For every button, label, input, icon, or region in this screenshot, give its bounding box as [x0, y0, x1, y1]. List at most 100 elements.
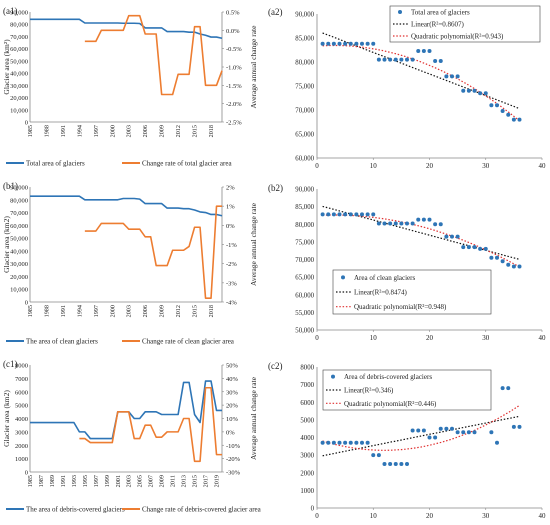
- y-tick-label: 3000: [15, 429, 28, 436]
- quadratic-fit-line: [322, 44, 520, 122]
- x-tick-label: 1987: [38, 475, 45, 487]
- y-tick-label: 1000: [300, 488, 314, 495]
- x-tick-label: 2015: [192, 305, 199, 317]
- data-point: [483, 246, 488, 251]
- y2-tick-label: -3%: [226, 280, 237, 287]
- data-point: [365, 440, 370, 445]
- y-tick-label: 4000: [300, 435, 314, 442]
- y-tick-label: 2000: [15, 443, 28, 450]
- y-tick-label: 30,000: [10, 261, 28, 268]
- data-point: [461, 430, 466, 435]
- y-tick-label: 40,000: [10, 248, 28, 255]
- y-tick-label: 70,000: [295, 257, 314, 264]
- x-tick-label: 2001: [115, 475, 122, 487]
- y2-tick-label: -0.5%: [226, 46, 242, 53]
- x-tick-label: 1997: [93, 475, 100, 487]
- data-point: [455, 234, 460, 239]
- x-tick-label: 20: [426, 334, 434, 342]
- data-point: [405, 461, 409, 466]
- y-tick-label: 65,000: [295, 275, 314, 282]
- data-point: [511, 424, 516, 429]
- y2-tick-label: 1%: [226, 204, 235, 211]
- data-point: [365, 41, 370, 46]
- x-tick-label: 1993: [71, 475, 78, 487]
- x-tick-label: 2006: [142, 125, 149, 137]
- y2-tick-label: 0%: [226, 429, 235, 436]
- data-point: [433, 222, 438, 227]
- y2-tick-label: 20%: [226, 403, 239, 410]
- legend-label: Quadratic polynomial(R²=0.943): [411, 33, 504, 41]
- x-tick-label: 1989: [49, 475, 56, 487]
- data-point: [416, 428, 421, 433]
- legend-marker: [398, 10, 402, 14]
- data-point: [360, 41, 364, 46]
- panel-label: (b2): [268, 183, 283, 193]
- data-point: [416, 217, 421, 222]
- quadratic-fit-line: [322, 404, 520, 451]
- data-point: [348, 212, 353, 217]
- data-point: [466, 88, 471, 93]
- data-point: [393, 221, 398, 226]
- x-tick-label: 1994: [76, 125, 83, 137]
- legend-label: Linear(R²=0.346): [344, 387, 394, 395]
- data-point: [416, 48, 421, 53]
- data-point: [360, 440, 364, 445]
- y2-tick-label: 50%: [226, 363, 239, 370]
- y2-axis-title: Average annual change rate: [249, 25, 258, 109]
- y2-tick-label: -2.5%: [226, 120, 242, 127]
- y-tick-label: 20,000: [10, 274, 28, 281]
- data-point: [506, 112, 511, 117]
- quadratic-fit-line: [322, 214, 520, 268]
- data-point: [489, 430, 494, 435]
- y-axis-title: Glacier area (km2): [2, 216, 11, 273]
- y2-tick-label: -10%: [226, 443, 241, 450]
- x-tick-label: 2012: [175, 125, 182, 137]
- y-tick-label: 1000: [15, 456, 28, 463]
- data-point: [438, 426, 443, 431]
- y-tick-label: 75,000: [295, 84, 314, 91]
- x-tick-label: 2012: [175, 305, 182, 317]
- y-tick-label: 10,000: [10, 287, 28, 294]
- y-tick-label: 10,000: [10, 107, 28, 114]
- legend-label: Area of debris-covered glaciers: [344, 373, 432, 381]
- data-point: [405, 57, 409, 62]
- data-point: [444, 234, 449, 239]
- x-tick-label: 10: [370, 334, 378, 342]
- x-tick-label: 1985: [27, 475, 34, 487]
- legend-box: [322, 369, 492, 411]
- y-tick-label: 80,000: [295, 222, 314, 229]
- data-point: [337, 440, 342, 445]
- data-point: [371, 212, 376, 217]
- y-tick-label: 3000: [300, 453, 314, 460]
- data-point: [320, 212, 325, 217]
- x-tick-label: 2015: [192, 475, 199, 487]
- legend-marker: [331, 374, 335, 379]
- y-tick-label: 85,000: [295, 204, 314, 211]
- legend-label: Change rate of total glacier area: [142, 160, 232, 168]
- data-point: [472, 430, 477, 435]
- y-tick-label: 90,000: [295, 12, 314, 19]
- x-tick-label: 1991: [60, 125, 67, 137]
- data-point: [405, 221, 409, 226]
- legend-label: Change rate of clean glacier area: [142, 338, 235, 346]
- data-point: [410, 57, 415, 62]
- x-tick-label: 1994: [76, 305, 83, 317]
- x-tick-label: 40: [539, 512, 547, 520]
- legend-box: [332, 269, 492, 315]
- y-tick-label: 80,000: [10, 197, 28, 204]
- chart-b2: (b2) 50,000 55,000 60,000 65,000 70,000 75,000…: [268, 183, 546, 342]
- data-point: [421, 428, 426, 433]
- x-tick-label: 40: [539, 334, 547, 342]
- y2-tick-label: 0%: [226, 223, 235, 230]
- data-point: [455, 74, 460, 79]
- legend-label: Linear(R²=0.8607): [411, 21, 465, 29]
- y-tick-label: 60,000: [295, 156, 314, 163]
- data-point: [450, 426, 454, 431]
- scatter-legend: Total area of glaciers Linear(R²=0.8607) Q…: [389, 5, 541, 43]
- data-point: [410, 428, 415, 433]
- chart-a2: (a2) 60,000 65,000 70,000 75,000 80,000 85,000…: [268, 5, 546, 170]
- y2-tick-label: -1.5%: [226, 83, 242, 90]
- data-point: [371, 41, 376, 46]
- data-point: [337, 41, 342, 46]
- y2-tick-label: -2.0%: [226, 101, 242, 108]
